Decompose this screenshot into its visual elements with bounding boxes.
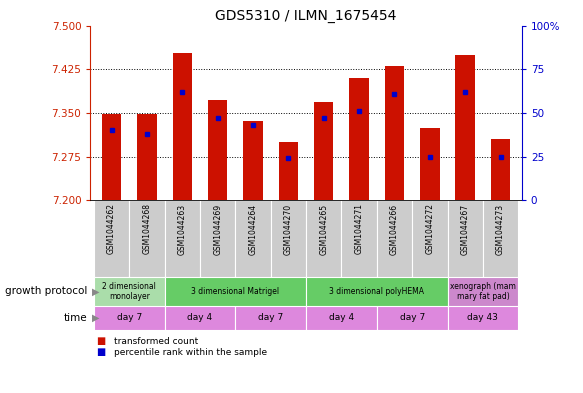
Title: GDS5310 / ILMN_1675454: GDS5310 / ILMN_1675454: [215, 9, 397, 23]
Text: ■: ■: [96, 347, 106, 357]
Bar: [200, 200, 236, 277]
Text: day 7: day 7: [117, 314, 142, 322]
Bar: [164, 200, 200, 277]
Text: ▶: ▶: [92, 313, 99, 323]
Bar: [279, 142, 298, 200]
Bar: [491, 139, 510, 200]
Text: time: time: [64, 313, 87, 323]
Bar: [164, 277, 306, 306]
Bar: [448, 200, 483, 277]
Text: xenograph (mam
mary fat pad): xenograph (mam mary fat pad): [450, 282, 516, 301]
Bar: [377, 306, 448, 330]
Bar: [236, 200, 271, 277]
Text: 3 dimensional polyHEMA: 3 dimensional polyHEMA: [329, 287, 424, 296]
Text: day 7: day 7: [399, 314, 425, 322]
Bar: [455, 55, 475, 200]
Text: percentile rank within the sample: percentile rank within the sample: [114, 348, 267, 356]
Text: GSM1044269: GSM1044269: [213, 204, 222, 255]
Text: day 43: day 43: [468, 314, 498, 322]
Bar: [420, 128, 440, 200]
Text: day 4: day 4: [187, 314, 213, 322]
Bar: [208, 100, 227, 200]
Text: growth protocol: growth protocol: [5, 286, 87, 296]
Text: GSM1044271: GSM1044271: [354, 204, 364, 255]
Text: GSM1044268: GSM1044268: [142, 204, 152, 255]
Text: GSM1044273: GSM1044273: [496, 204, 505, 255]
Text: day 7: day 7: [258, 314, 283, 322]
Bar: [94, 200, 129, 277]
Text: GSM1044263: GSM1044263: [178, 204, 187, 255]
Text: day 4: day 4: [329, 314, 354, 322]
Bar: [173, 53, 192, 200]
Bar: [236, 306, 306, 330]
Text: GSM1044270: GSM1044270: [284, 204, 293, 255]
Bar: [342, 200, 377, 277]
Text: ▶: ▶: [92, 286, 99, 296]
Text: GSM1044262: GSM1044262: [107, 204, 116, 255]
Bar: [271, 200, 306, 277]
Bar: [314, 103, 333, 200]
Bar: [448, 306, 518, 330]
Text: 2 dimensional
monolayer: 2 dimensional monolayer: [103, 282, 156, 301]
Bar: [243, 121, 263, 200]
Text: GSM1044265: GSM1044265: [319, 204, 328, 255]
Bar: [306, 306, 377, 330]
Text: transformed count: transformed count: [114, 337, 198, 345]
Bar: [385, 66, 404, 200]
Text: GSM1044266: GSM1044266: [390, 204, 399, 255]
Text: GSM1044264: GSM1044264: [248, 204, 258, 255]
Bar: [129, 200, 164, 277]
Bar: [306, 277, 448, 306]
Bar: [377, 200, 412, 277]
Bar: [412, 200, 448, 277]
Bar: [448, 277, 518, 306]
Text: ■: ■: [96, 336, 106, 346]
Bar: [349, 78, 369, 200]
Bar: [483, 200, 518, 277]
Bar: [94, 277, 164, 306]
Bar: [102, 114, 121, 200]
Bar: [164, 306, 236, 330]
Text: GSM1044267: GSM1044267: [461, 204, 470, 255]
Bar: [306, 200, 342, 277]
Bar: [137, 114, 157, 200]
Text: 3 dimensional Matrigel: 3 dimensional Matrigel: [191, 287, 279, 296]
Bar: [94, 306, 164, 330]
Text: GSM1044272: GSM1044272: [426, 204, 434, 255]
